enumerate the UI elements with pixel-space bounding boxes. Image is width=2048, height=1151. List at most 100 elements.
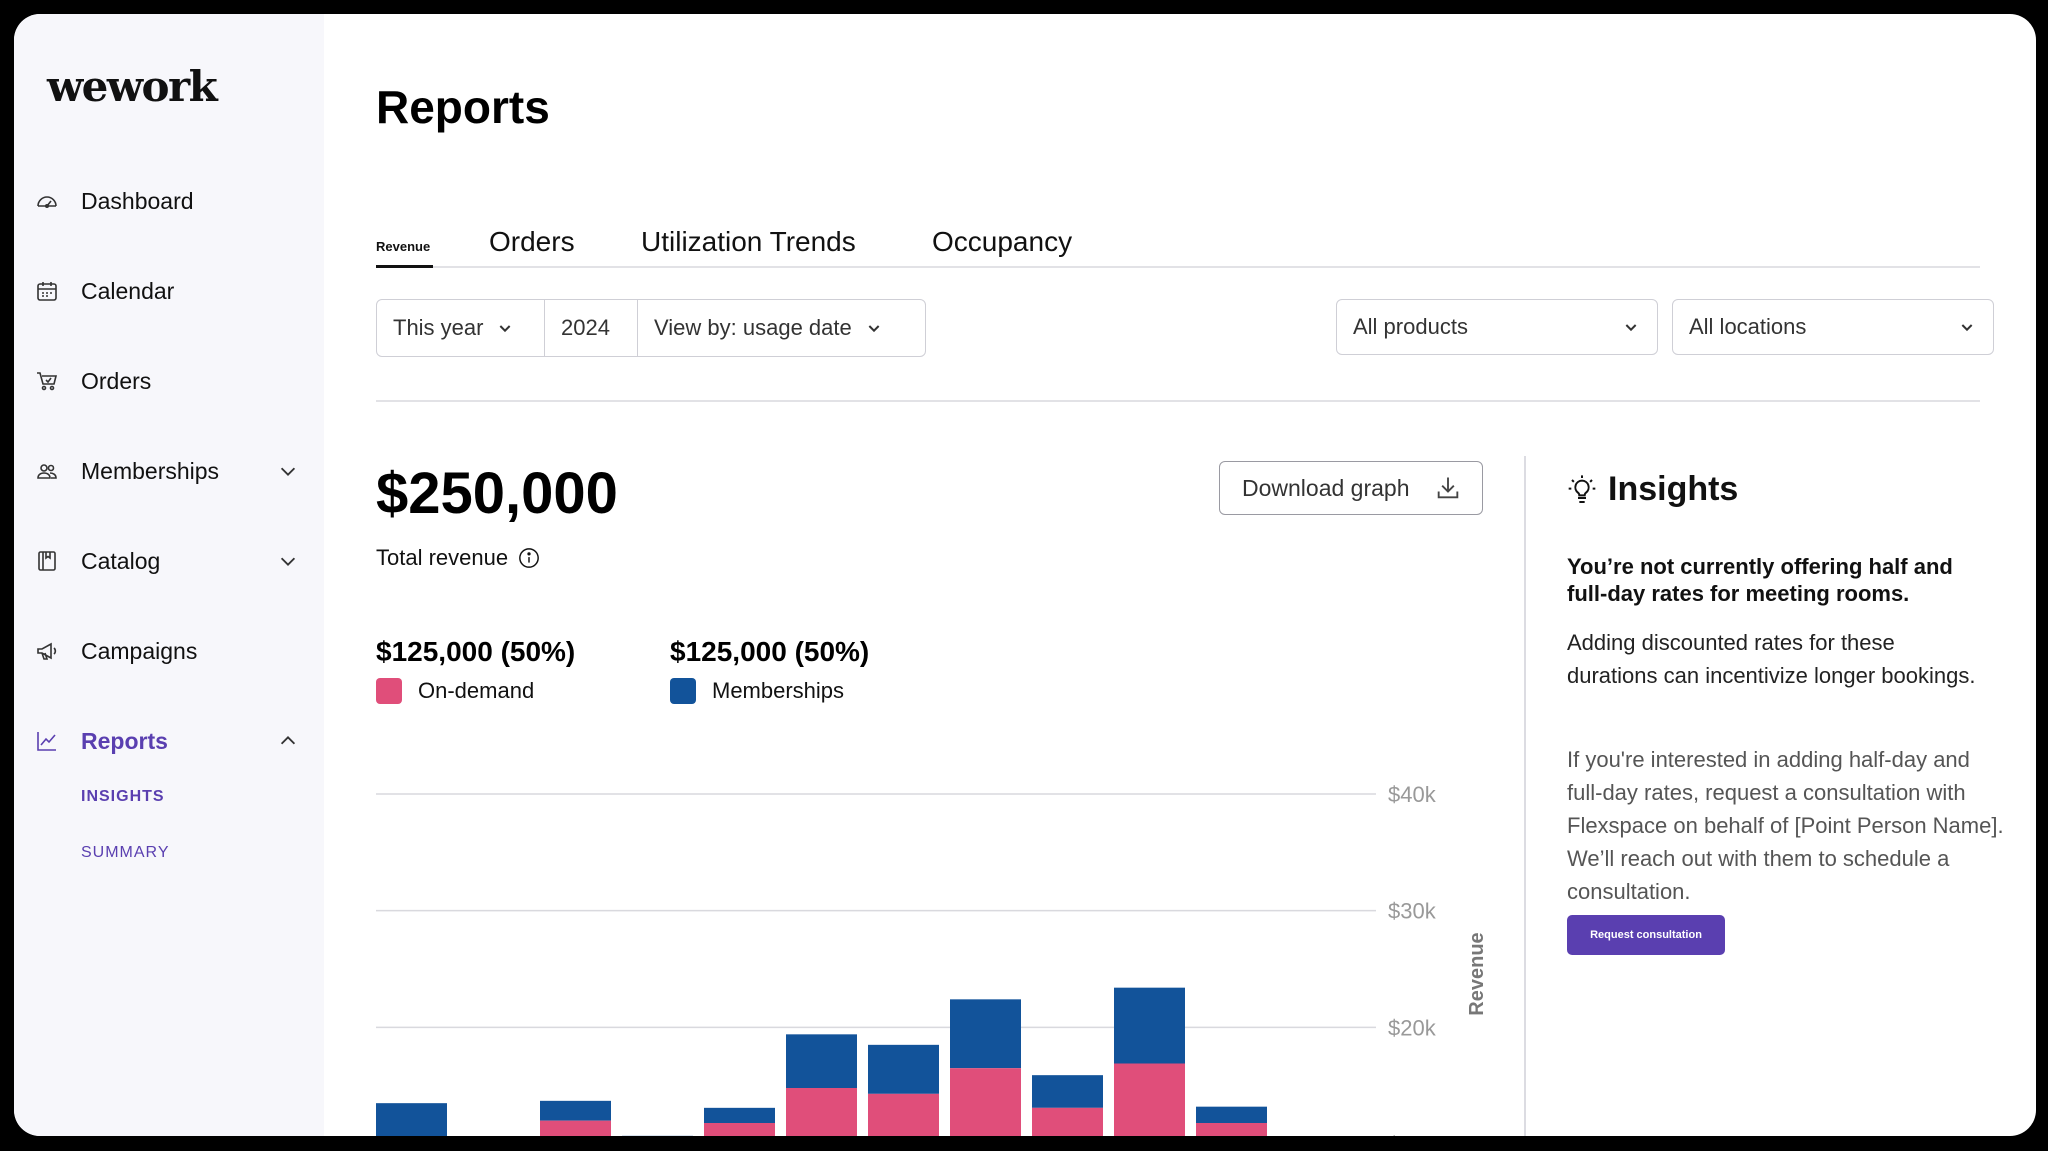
products-select-value: All products xyxy=(1353,314,1468,339)
revenue-chart: $10k $20k $30k $40k Revenue xyxy=(376,782,1488,1137)
calendar-icon xyxy=(34,278,60,304)
book-icon xyxy=(34,548,60,574)
sidebar-item-label: Memberships xyxy=(81,457,220,484)
legend-swatch xyxy=(376,678,402,704)
chevron-down-icon[interactable] xyxy=(277,550,299,572)
sidebar-item-label: Campaigns xyxy=(81,637,198,664)
period-select-value: This year xyxy=(393,315,484,340)
year-select-value: 2024 xyxy=(561,315,610,340)
sidebar-item-campaigns[interactable]: Campaigns xyxy=(14,621,324,681)
insights-title: Insights xyxy=(1566,470,1738,509)
bar-memberships[interactable] xyxy=(1196,1106,1267,1123)
sidebar-item-label: Catalog xyxy=(81,547,161,574)
bar-on-demand[interactable] xyxy=(1032,1107,1103,1136)
chevron-down-icon xyxy=(868,325,880,333)
legend-label: On-demand xyxy=(418,678,535,703)
cart-icon xyxy=(34,368,60,394)
bar-on-demand[interactable] xyxy=(950,1068,1021,1136)
lightbulb-icon xyxy=(1568,474,1596,503)
sidebar-subitem-summary[interactable]: SUMMARY xyxy=(81,844,170,861)
period-select[interactable]: This year xyxy=(377,300,545,356)
active-tab-underline xyxy=(376,265,433,268)
bar-memberships[interactable] xyxy=(950,999,1021,1069)
divider xyxy=(376,400,1980,402)
y-axis-label: Revenue xyxy=(1466,932,1488,1015)
bar-on-demand[interactable] xyxy=(1114,1063,1185,1137)
page-title: Reports xyxy=(376,81,550,133)
megaphone-icon xyxy=(34,638,60,664)
legend-row: On-demand xyxy=(376,678,575,704)
view-by-select-value: View by: usage date xyxy=(654,315,852,340)
total-revenue-value: $250,000 xyxy=(376,461,618,526)
sidebar: wework Dashboard Calendar Orders Members… xyxy=(14,14,324,1136)
insights-detail: If you're interested in adding half-day … xyxy=(1567,747,2004,904)
bar-memberships[interactable] xyxy=(1032,1075,1103,1108)
y-tick-label: $20k xyxy=(1388,1015,1437,1040)
bar-memberships[interactable] xyxy=(868,1044,939,1094)
total-revenue-label: Total revenue xyxy=(376,545,540,571)
sidebar-item-memberships[interactable]: Memberships xyxy=(14,441,324,501)
sidebar-item-label: Reports xyxy=(81,727,168,754)
chevron-down-icon xyxy=(1625,324,1637,332)
bar-memberships[interactable] xyxy=(540,1100,611,1121)
chart-line-icon xyxy=(34,728,60,754)
legend-memberships: $125,000 (50%) Memberships xyxy=(670,636,869,704)
chevron-down-icon xyxy=(1961,324,1973,332)
legend-label: Memberships xyxy=(712,678,845,703)
download-icon xyxy=(1437,477,1459,499)
sidebar-item-reports[interactable]: Reports xyxy=(14,711,324,771)
view-by-select[interactable]: View by: usage date xyxy=(638,300,922,356)
legend-swatch xyxy=(670,678,696,704)
vertical-divider xyxy=(1524,456,1526,1136)
insights-heading: You’re not currently offering half and f… xyxy=(1567,554,1953,606)
chevron-up-icon[interactable] xyxy=(277,730,299,752)
total-revenue-label-text: Total revenue xyxy=(376,545,509,570)
speedometer-icon xyxy=(34,188,60,214)
people-icon xyxy=(34,458,60,484)
chevron-down-icon[interactable] xyxy=(277,460,299,482)
legend-value: $125,000 (50%) xyxy=(376,636,576,667)
bar-on-demand[interactable] xyxy=(704,1123,775,1136)
bar-memberships[interactable] xyxy=(704,1107,775,1123)
products-select[interactable]: All products xyxy=(1336,299,1658,355)
y-tick-label: $40k xyxy=(1388,782,1437,807)
wework-logo[interactable]: wework xyxy=(47,62,218,111)
sidebar-item-calendar[interactable]: Calendar xyxy=(14,261,324,321)
tab-occupancy[interactable]: Occupancy xyxy=(932,226,1073,257)
tab-revenue[interactable]: Revenue xyxy=(376,239,433,268)
year-select[interactable]: 2024 xyxy=(545,300,638,356)
y-tick-label: $30k xyxy=(1388,899,1437,924)
tab-orders[interactable]: Orders xyxy=(489,226,575,257)
sidebar-item-orders[interactable]: Orders xyxy=(14,351,324,411)
sidebar-item-label: Dashboard xyxy=(81,187,194,214)
bar-on-demand[interactable] xyxy=(868,1093,939,1136)
bar-on-demand[interactable] xyxy=(786,1088,857,1136)
report-tabs: Revenue Orders Utilization Trends Occupa… xyxy=(376,210,1980,268)
tab-utilization-trends[interactable]: Utilization Trends xyxy=(641,226,856,257)
tab-label: Revenue xyxy=(376,239,431,254)
sidebar-subitem-insights[interactable]: INSIGHTS xyxy=(81,788,165,805)
bar-memberships[interactable] xyxy=(1114,987,1185,1064)
info-icon[interactable] xyxy=(518,547,540,569)
sidebar-item-catalog[interactable]: Catalog xyxy=(14,531,324,591)
locations-select[interactable]: All locations xyxy=(1672,299,1994,355)
legend-value: $125,000 (50%) xyxy=(670,636,870,667)
bar-on-demand[interactable] xyxy=(1196,1123,1267,1136)
sidebar-item-label: Calendar xyxy=(81,277,175,304)
download-graph-button[interactable]: Download graph xyxy=(1219,461,1483,515)
bar-on-demand[interactable] xyxy=(540,1120,611,1136)
sidebar-item-label: Orders xyxy=(81,367,152,394)
sidebar-item-dashboard[interactable]: Dashboard xyxy=(14,171,324,231)
locations-select-value: All locations xyxy=(1689,314,1807,339)
legend-row: Memberships xyxy=(670,678,869,704)
bar-memberships[interactable] xyxy=(786,1034,857,1088)
date-filter-group: This year 2024 View by: usage date xyxy=(376,299,926,357)
chevron-down-icon xyxy=(500,325,511,333)
main-content: Reports Revenue Orders Utilization Trend… xyxy=(324,14,2036,1136)
request-consultation-button[interactable]: Request consultation xyxy=(1567,915,1725,955)
insights-title-text: Insights xyxy=(1608,470,1739,508)
bar-memberships[interactable] xyxy=(376,1103,447,1136)
app-window: wework Dashboard Calendar Orders Members… xyxy=(14,14,2036,1136)
download-graph-label: Download graph xyxy=(1242,474,1410,501)
insights-body: Adding discounted rates for these durati… xyxy=(1567,630,1976,688)
